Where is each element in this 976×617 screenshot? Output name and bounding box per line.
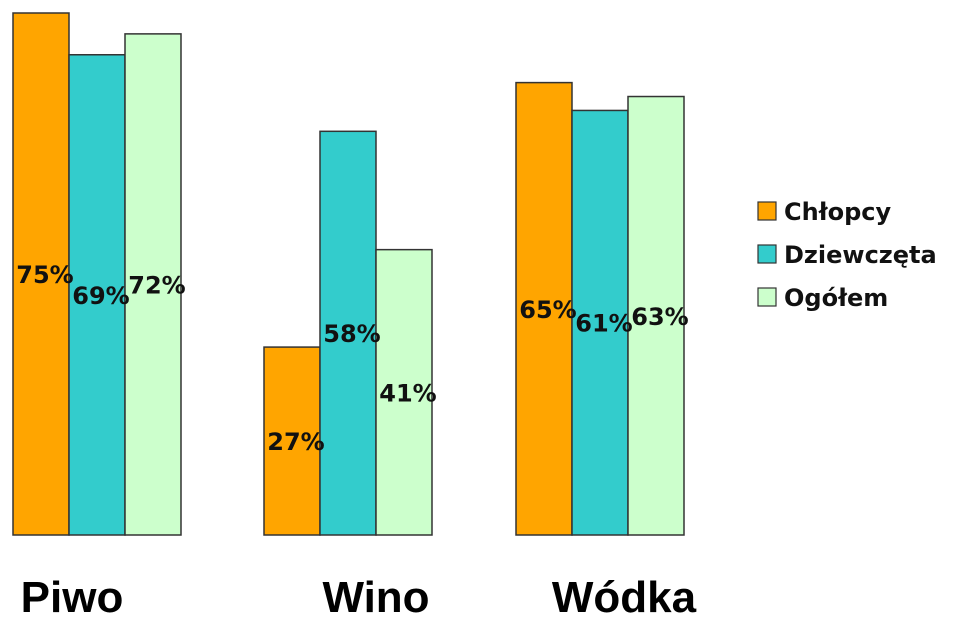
data-labels-group: 75%69%72% 27% 58% 41% 65%61%63%: [16, 261, 688, 456]
bar-dziewczęta-piwo: [68, 54, 126, 536]
data-label: 27%: [267, 428, 324, 456]
bar-ogółem-piwo: [124, 33, 182, 536]
category-label: Wódka: [552, 573, 697, 617]
bar-chłopcy-wódka: [515, 81, 573, 536]
bar-ogółem-wódka: [627, 95, 685, 536]
legend-swatch: [757, 287, 777, 307]
legend: Chłopcy Dziewczęta Ogółem: [757, 198, 937, 312]
legend-swatch: [757, 244, 777, 264]
category-label: Piwo: [21, 573, 124, 617]
bars-group: [12, 12, 685, 536]
category-label: Wino: [322, 573, 429, 617]
data-label: 69%: [72, 282, 129, 310]
bar-dziewczęta-wino: [319, 130, 377, 536]
data-label: 58%: [323, 320, 380, 348]
bar-chłopcy-piwo: [12, 12, 70, 536]
data-label: 41%: [379, 379, 436, 407]
legend-label: Dziewczęta: [784, 241, 937, 269]
category-labels-group: Piwo Wino Wódka: [21, 573, 697, 617]
data-label: 63%: [631, 303, 688, 331]
legend-label: Ogółem: [784, 284, 888, 312]
bar-dziewczęta-wódka: [571, 109, 629, 536]
legend-swatch: [757, 201, 777, 221]
data-label: 72%: [128, 271, 185, 299]
data-label: 75%: [16, 261, 73, 289]
data-label: 61%: [575, 310, 632, 338]
bar-ogółem-wino: [375, 248, 433, 536]
legend-label: Chłopcy: [784, 198, 892, 226]
data-label: 65%: [519, 296, 576, 324]
